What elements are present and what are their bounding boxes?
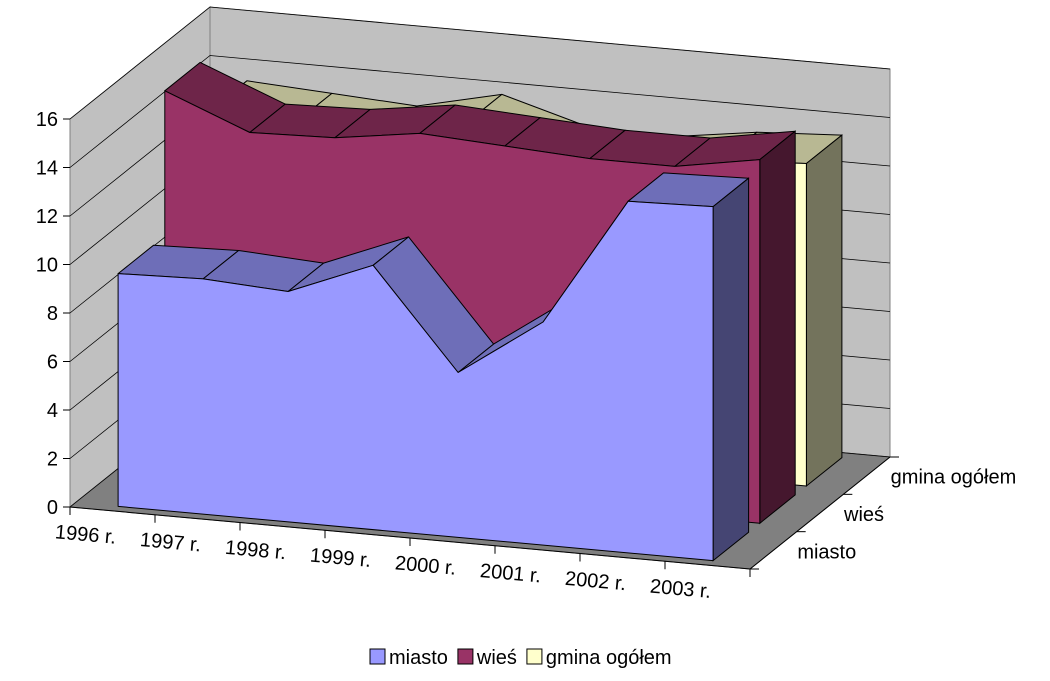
series-layer [117, 61, 843, 562]
series-0 [117, 172, 750, 562]
gridline [69, 55, 891, 168]
y-tick-label: 16 [36, 109, 58, 131]
y-tick-label: 10 [36, 255, 58, 277]
y-tick-label: 0 [47, 497, 58, 519]
y-tick-label: 14 [36, 158, 58, 180]
gridline [69, 6, 891, 120]
depth-label: miasto [797, 541, 856, 563]
x-tick-label: 1996 r. [54, 521, 117, 548]
depth-label: gmina ogółem [891, 467, 1017, 489]
x-tick-label: 2001 r. [479, 560, 542, 587]
x-tick-label: 1997 r. [139, 529, 202, 556]
area-side [759, 130, 796, 525]
y-tick-label: 12 [36, 206, 58, 228]
legend-swatch [369, 648, 386, 665]
y-tick-label: 4 [47, 400, 58, 422]
area-face [117, 200, 714, 562]
depth-label: wieś [843, 504, 884, 526]
x-tick-label: 1999 r. [309, 545, 372, 572]
x-tick-label: 2002 r. [564, 568, 627, 595]
x-tick-label: 2003 r. [649, 576, 712, 603]
x-tick-label: 2000 r. [394, 552, 457, 579]
depth-axis [749, 456, 891, 570]
legend: miasto wieś gmina ogółem [369, 647, 672, 669]
legend-label: wieś [476, 647, 517, 669]
y-tick-label: 2 [47, 449, 58, 471]
legend-swatch [457, 648, 474, 665]
area-side [805, 134, 843, 488]
y-tick-label: 6 [47, 352, 58, 374]
legend-swatch [526, 648, 543, 665]
x-tick-label: 1998 r. [224, 537, 287, 564]
y-tick-label: 8 [47, 303, 58, 325]
legend-label: miasto [389, 647, 448, 669]
area-side [712, 177, 750, 562]
legend-label: gmina ogółem [546, 647, 672, 669]
